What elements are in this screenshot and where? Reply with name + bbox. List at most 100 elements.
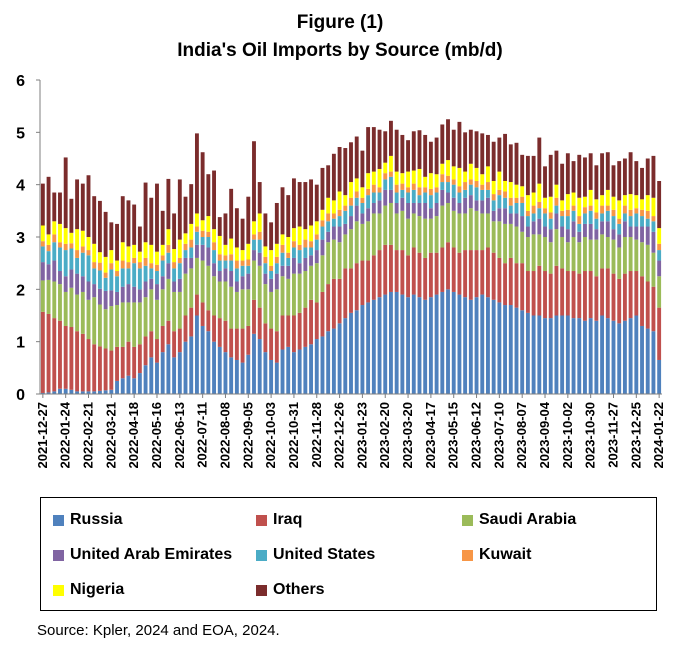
- bar-russia-80: [497, 302, 502, 394]
- bar-iraq-37: [252, 299, 256, 334]
- bar-others-90: [554, 150, 559, 185]
- bar-united-states-19: [149, 268, 154, 279]
- bar-nigeria-23: [172, 249, 177, 263]
- y-tick-label-4: 4: [16, 178, 25, 195]
- bar-united-states-26: [189, 247, 194, 258]
- bar-united-arab-emirates-37: [252, 250, 256, 261]
- bar-others-69: [434, 137, 439, 175]
- x-tick-label-7: 2022-07-11: [195, 402, 210, 468]
- bar-united-arab-emirates-69: [434, 202, 439, 217]
- bar-kuwait-21: [160, 255, 165, 261]
- y-tick-label-0: 0: [16, 387, 25, 404]
- bar-saudi-arabia-71: [446, 202, 450, 243]
- bar-russia-54: [349, 312, 353, 394]
- bar-nigeria-59: [377, 168, 382, 188]
- bar-united-arab-emirates-16: [132, 286, 137, 303]
- bar-kuwait-5: [69, 243, 74, 249]
- bar-united-arab-emirates-104: [634, 226, 639, 240]
- bar-kuwait-84: [520, 196, 525, 203]
- bar-kuwait-77: [480, 184, 485, 190]
- bar-united-states-52: [337, 216, 342, 227]
- bar-nigeria-64: [406, 171, 410, 188]
- bar-iraq-101: [617, 278, 622, 324]
- bar-iraq-75: [468, 250, 473, 300]
- bar-saudi-arabia-77: [480, 213, 485, 251]
- bar-united-states-71: [446, 182, 450, 193]
- bar-others-104: [634, 161, 639, 196]
- bar-nigeria-7: [80, 230, 85, 247]
- bar-iraq-96: [588, 271, 593, 319]
- bar-saudi-arabia-41: [274, 289, 279, 332]
- bar-iraq-41: [274, 331, 279, 363]
- bar-others-18: [143, 182, 148, 243]
- bar-russia-70: [440, 291, 445, 394]
- bar-others-49: [320, 167, 325, 210]
- bar-kuwait-70: [440, 174, 445, 183]
- bar-iraq-106: [645, 281, 650, 329]
- bar-others-87: [537, 137, 542, 184]
- bar-saudi-arabia-22: [166, 278, 171, 321]
- bar-others-32: [223, 213, 228, 245]
- bar-iraq-24: [177, 328, 182, 353]
- bar-kuwait-45: [297, 244, 302, 251]
- bar-kuwait-38: [257, 231, 262, 240]
- bar-united-states-41: [274, 263, 279, 274]
- bar-others-84: [520, 154, 525, 187]
- bar-kuwait-64: [406, 187, 410, 193]
- bar-others-7: [80, 183, 85, 231]
- bar-russia-10: [97, 390, 102, 394]
- bar-kuwait-95: [583, 207, 587, 214]
- bar-nigeria-36: [246, 243, 251, 260]
- x-tick-label-12: 2022-11-28: [309, 402, 324, 468]
- bar-others-4: [63, 157, 68, 229]
- bar-saudi-arabia-30: [212, 276, 216, 316]
- bar-russia-38: [257, 339, 262, 394]
- bar-united-states-67: [423, 192, 428, 203]
- bar-united-states-84: [520, 202, 525, 217]
- bar-saudi-arabia-85: [525, 237, 530, 272]
- bar-kuwait-41: [274, 256, 279, 264]
- bar-saudi-arabia-15: [126, 302, 131, 342]
- bar-kuwait-108: [657, 243, 662, 251]
- bar-united-arab-emirates-47: [309, 255, 313, 266]
- bar-kuwait-62: [394, 184, 399, 193]
- legend-item-russia: Russia: [53, 510, 122, 530]
- bar-united-arab-emirates-68: [428, 208, 433, 219]
- bar-united-arab-emirates-26: [189, 257, 194, 269]
- bar-united-states-86: [531, 213, 536, 222]
- bar-kuwait-80: [497, 189, 502, 196]
- bar-russia-42: [280, 349, 285, 394]
- bar-nigeria-0: [40, 225, 45, 242]
- legend-swatch-others: [256, 584, 267, 596]
- bar-saudi-arabia-99: [605, 237, 610, 269]
- bar-others-57: [366, 127, 371, 174]
- bar-russia-92: [565, 315, 570, 394]
- x-tick-label-14: 2023-01-23: [354, 402, 369, 469]
- bar-iraq-100: [611, 273, 616, 321]
- bar-saudi-arabia-2: [52, 281, 57, 319]
- y-tick-label-5: 5: [16, 125, 25, 142]
- source-note: Source: Kpler, 2024 and EOA, 2024.: [37, 622, 280, 639]
- bar-russia-77: [480, 294, 485, 394]
- bar-iraq-91: [560, 268, 565, 316]
- bar-united-states-57: [366, 195, 371, 209]
- bar-russia-89: [548, 318, 553, 394]
- bar-united-states-0: [40, 246, 45, 263]
- bar-nigeria-62: [394, 171, 399, 185]
- bar-iraq-67: [423, 257, 428, 300]
- bar-nigeria-77: [480, 174, 485, 185]
- bar-iraq-42: [280, 315, 285, 350]
- bar-kuwait-51: [331, 213, 336, 219]
- bar-russia-74: [463, 297, 468, 394]
- bar-others-35: [240, 218, 245, 251]
- bar-saudi-arabia-96: [588, 239, 593, 272]
- bar-united-arab-emirates-1: [46, 264, 51, 280]
- bar-united-states-62: [394, 192, 399, 203]
- bar-iraq-82: [508, 257, 513, 306]
- bar-united-arab-emirates-95: [583, 223, 587, 237]
- bar-russia-23: [172, 357, 177, 394]
- bar-kuwait-15: [126, 262, 131, 269]
- bar-united-states-21: [160, 260, 165, 277]
- bar-saudi-arabia-20: [155, 299, 159, 340]
- bar-russia-13: [115, 380, 119, 394]
